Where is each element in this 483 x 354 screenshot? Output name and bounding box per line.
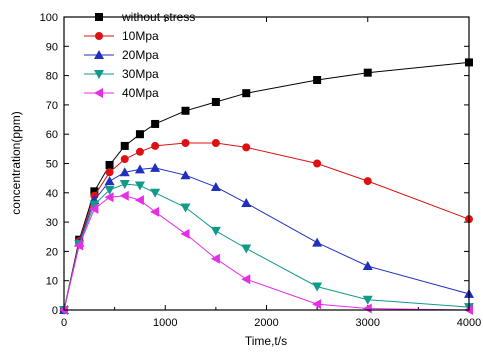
data-point <box>135 147 144 156</box>
legend-label: 30Mpa <box>122 67 159 81</box>
y-axis-title: concentration(ppm) <box>9 111 23 214</box>
legend: without stress 10Mpa 20Mpa 30Mpa 40Mpa <box>84 10 195 100</box>
y-tick-label: 90 <box>46 41 58 53</box>
y-tick-label: 30 <box>46 217 58 229</box>
data-point <box>150 188 161 198</box>
y-tick-label: 70 <box>46 100 58 112</box>
data-point <box>150 206 160 217</box>
y-tick-label: 20 <box>46 246 58 258</box>
data-point <box>74 240 84 251</box>
data-point <box>312 299 322 310</box>
data-point <box>312 282 323 292</box>
y-tick-label: 60 <box>46 129 58 141</box>
legend-item: 20Mpa <box>84 48 159 62</box>
data-point <box>241 274 251 285</box>
data-point <box>241 198 252 208</box>
x-axis-title: Time,t/s <box>245 334 287 348</box>
data-point <box>362 261 373 271</box>
data-point <box>363 68 372 77</box>
data-point <box>210 226 221 236</box>
y-tick-label: 40 <box>46 188 58 200</box>
data-point <box>104 176 115 186</box>
data-point <box>90 187 99 196</box>
data-point <box>180 228 190 239</box>
x-tick-label: 3000 <box>356 317 380 329</box>
legend-marker <box>94 50 104 59</box>
legend-item: without stress <box>84 10 195 24</box>
data-point <box>180 170 191 180</box>
x-tick-label: 2000 <box>254 317 278 329</box>
data-point <box>312 237 323 247</box>
y-tick-label: 100 <box>40 12 58 24</box>
data-point <box>181 138 190 147</box>
legend-label: 10Mpa <box>122 29 159 43</box>
data-point <box>151 119 160 128</box>
data-point <box>181 106 190 115</box>
data-point <box>242 143 251 152</box>
legend-marker <box>95 13 103 21</box>
data-point <box>210 181 221 191</box>
data-point <box>119 167 130 177</box>
y-tick-label: 80 <box>46 71 58 83</box>
legend-label: without stress <box>121 10 195 24</box>
data-point <box>104 185 115 195</box>
data-point <box>105 168 114 177</box>
legend-item: 10Mpa <box>84 29 159 43</box>
data-point <box>151 141 160 150</box>
data-point <box>89 200 100 210</box>
y-tick-label: 0 <box>52 305 58 317</box>
y-tick-label: 50 <box>46 159 58 171</box>
data-point <box>363 177 372 186</box>
data-point <box>134 195 144 206</box>
data-point <box>241 244 252 254</box>
data-point <box>135 130 144 139</box>
data-point <box>120 141 129 150</box>
legend-label: 40Mpa <box>122 86 159 100</box>
data-point <box>242 89 251 98</box>
data-point <box>104 192 114 203</box>
data-point <box>120 155 129 164</box>
data-point <box>210 253 220 264</box>
legend-marker <box>94 70 104 79</box>
legend-label: 20Mpa <box>122 48 159 62</box>
data-point <box>211 97 220 106</box>
y-tick-label: 10 <box>46 276 58 288</box>
data-point <box>362 303 372 314</box>
data-point <box>211 138 220 147</box>
x-tick-label: 1000 <box>153 317 177 329</box>
x-tick-label: 4000 <box>457 317 481 329</box>
legend-marker <box>94 88 103 98</box>
data-point <box>119 190 129 201</box>
data-point <box>134 164 145 174</box>
data-point <box>362 295 373 305</box>
data-point <box>313 75 322 84</box>
data-point <box>119 180 130 190</box>
data-point <box>180 203 191 213</box>
legend-item: 40Mpa <box>84 86 159 100</box>
legend-item: 30Mpa <box>84 67 159 81</box>
data-point <box>150 162 161 172</box>
data-point <box>89 203 99 214</box>
plot-frame <box>63 16 470 311</box>
legend-marker <box>95 32 103 40</box>
data-point <box>313 159 322 168</box>
x-tick-label: 0 <box>61 317 67 329</box>
data-point <box>105 160 114 169</box>
data-point <box>134 181 145 191</box>
